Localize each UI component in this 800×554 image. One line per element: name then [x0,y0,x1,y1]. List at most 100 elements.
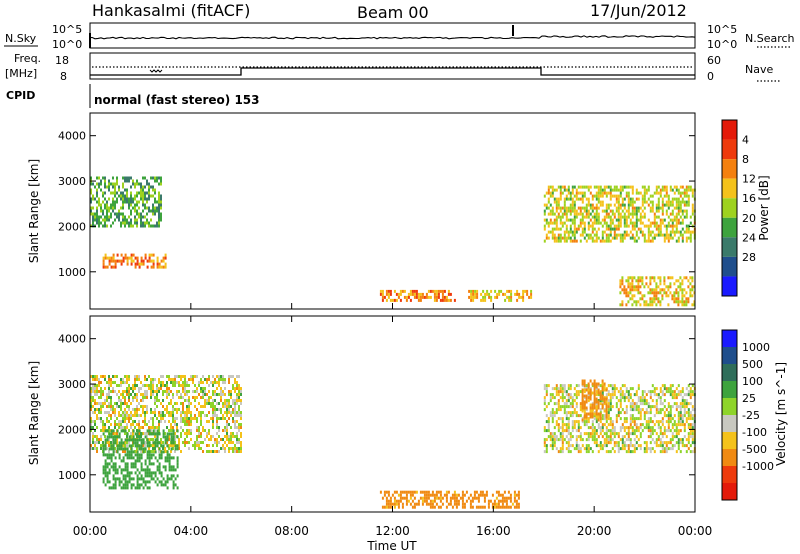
heatmap-cell [677,294,680,298]
heatmap-cell [138,206,140,210]
heatmap-cell [156,390,158,393]
heatmap-cell [653,297,656,301]
heatmap-cell [110,486,113,490]
heatmap-cell [170,438,173,442]
heatmap-cell [585,450,588,454]
heatmap-cell [645,399,648,403]
heatmap-cell [595,239,598,243]
heatmap-cell [597,197,600,201]
heatmap-cell [657,426,660,430]
heatmap-cell [603,209,606,213]
heatmap-cell [601,218,604,222]
heatmap-cell [689,288,692,292]
heatmap-cell [136,203,138,207]
heatmap-cell [110,456,113,460]
heatmap-cell [623,444,626,448]
heatmap-cell [563,423,566,427]
heatmap-cell [653,215,656,219]
heatmap-cell [176,486,179,490]
heatmap-cell [160,471,163,475]
heatmap-cell [186,435,188,438]
heatmap-cell [581,218,584,222]
heatmap-cell [104,206,106,210]
heatmap-cell [110,435,113,439]
heatmap-cell [555,227,558,231]
heatmap-cell [635,191,638,195]
heatmap-cell [669,447,672,451]
heatmap-cell [126,378,128,381]
heatmap-cell [138,262,141,266]
heatmap-cell [172,480,175,484]
heatmap-cell [669,414,672,418]
heatmap-cell [435,295,438,299]
heatmap-cell [631,387,634,391]
heatmap-cell [158,265,161,269]
heatmap-cell [599,408,602,412]
heatmap-cell [627,393,630,397]
colorbar-swatch [722,256,737,277]
heatmap-cell [589,412,592,416]
heatmap-cell [587,224,590,228]
heatmap-cell [669,387,672,391]
heatmap-cell [543,239,546,243]
heatmap-cell [136,209,138,213]
heatmap-cell [152,185,154,189]
velocity-colorbar-label: Velocity [m s^-1] [774,362,788,466]
heatmap-cell [120,393,122,396]
heatmap-cell [587,215,590,219]
heatmap-cell [589,236,592,240]
velocity-heatmap [90,375,696,509]
heatmap-cell [601,203,604,207]
heatmap-cell [116,384,118,387]
heatmap-cell [475,505,478,509]
heatmap-cell [683,393,686,397]
heatmap-cell [150,387,152,390]
heatmap-cell [164,450,166,453]
heatmap-cell [158,471,161,475]
heatmap-cell [134,432,137,436]
heatmap-cell [567,399,570,403]
heatmap-cell [691,191,694,195]
heatmap-cell [168,387,170,390]
heatmap-cell [214,393,216,396]
heatmap-cell [667,221,670,225]
heatmap-cell [226,426,228,429]
heatmap-cell [208,432,210,435]
heatmap-cell [132,438,135,442]
heatmap-cell [617,200,620,204]
heatmap-cell [683,209,686,213]
nsky-right-top: 10^5 [707,23,737,36]
heatmap-cell [581,215,584,219]
heatmap-cell [595,415,598,419]
heatmap-cell [675,224,678,228]
heatmap-cell [114,438,117,442]
heatmap-cell [142,441,145,445]
heatmap-cell [232,447,234,450]
heatmap-cell [134,414,136,417]
heatmap-cell [623,417,626,421]
heatmap-cell [148,209,150,213]
heatmap-cell [433,493,436,497]
heatmap-cell [599,441,602,445]
heatmap-cell [555,402,558,406]
heatmap-cell [579,185,582,189]
heatmap-cell [142,405,144,408]
heatmap-cell [142,432,144,435]
heatmap-cell [619,387,622,391]
heatmap-cell [625,215,628,219]
heatmap-cell [238,396,240,399]
heatmap-cell [126,444,128,447]
heatmap-cell [605,212,608,216]
heatmap-cell [401,289,404,293]
heatmap-cell [567,209,570,213]
heatmap-cell [605,221,608,225]
heatmap-cell [607,227,610,231]
heatmap-cell [669,408,672,412]
heatmap-cell [383,490,386,494]
heatmap-cell [587,417,590,421]
heatmap-cell [186,393,188,396]
heatmap-cell [643,399,646,403]
heatmap-cell [124,450,126,453]
heatmap-cell [675,206,678,210]
heatmap-cell [663,236,666,240]
